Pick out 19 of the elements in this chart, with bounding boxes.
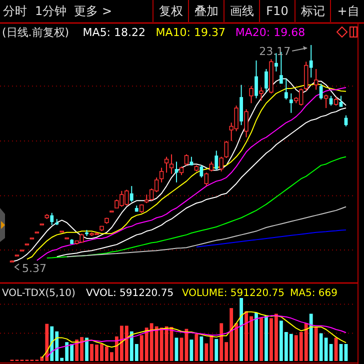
text: +自 <box>337 4 360 18</box>
text: 1分钟 <box>35 4 67 18</box>
text: 标记 <box>300 4 325 18</box>
chart-title: (日线.前复权) <box>2 26 70 39</box>
text: MA5: 18.22 <box>82 26 146 39</box>
annotation: VVOL: 591220.75 <box>86 288 174 299</box>
text: 分时 <box>3 4 27 18</box>
annotation: 23.17 <box>259 45 291 58</box>
annotation: 5.37 <box>22 262 46 275</box>
chart-title: VOL-TDX(5,10) <box>2 288 76 299</box>
annotation: VOLUME: 591220.75 <box>182 288 284 299</box>
text: MA20: 19.68 <box>235 26 306 39</box>
text: F10 <box>266 4 288 18</box>
text: 叠加 <box>194 4 218 18</box>
text: 复权 <box>158 4 183 18</box>
text: 画线 <box>230 4 254 18</box>
text: MA10: 19.37 <box>156 26 226 39</box>
text: 更多 > <box>74 4 112 18</box>
annotation: MA5: 669 <box>290 288 338 299</box>
